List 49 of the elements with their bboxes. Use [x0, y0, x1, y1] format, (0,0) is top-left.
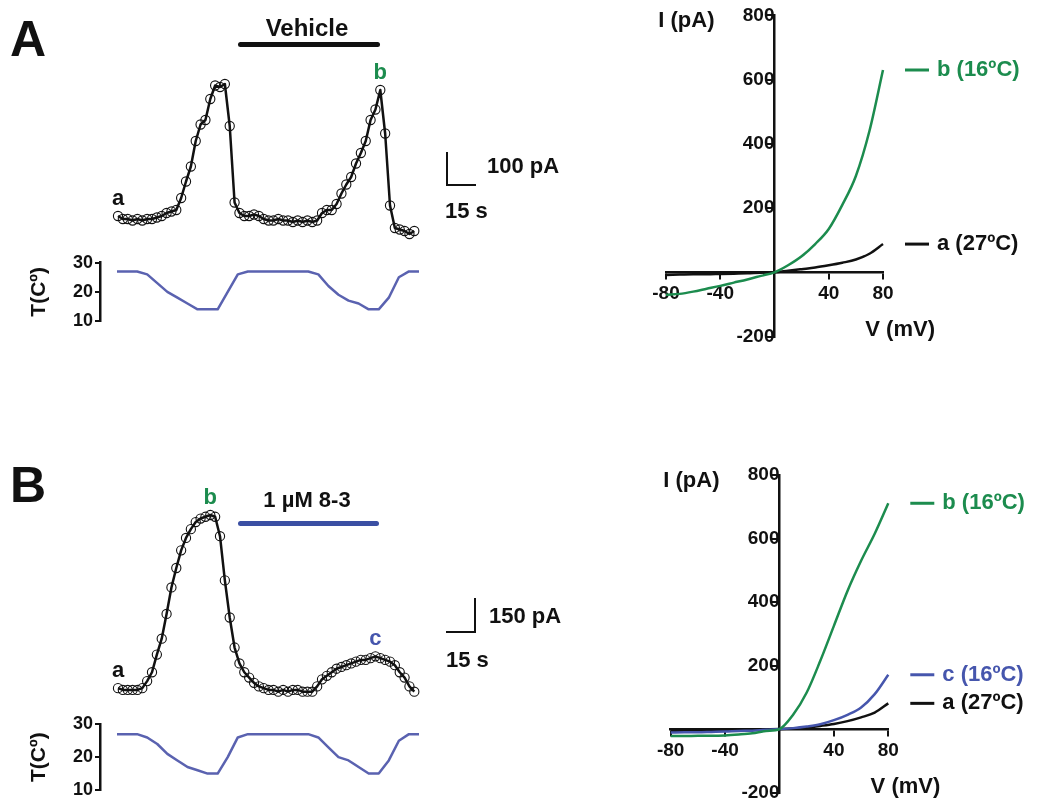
y-axis-title: I (pA) — [663, 467, 720, 492]
x-tick-label: 40 — [818, 281, 840, 303]
x-tick-label: -40 — [711, 738, 739, 760]
y-tick-label: 800 — [742, 3, 775, 25]
y-tick-label: 10 — [72, 309, 93, 330]
x-axis-title: V (mV) — [865, 316, 935, 342]
y-tick-label: -200 — [736, 324, 775, 346]
y-tick-label: 600 — [747, 526, 780, 548]
y-tick-label: 400 — [747, 590, 780, 612]
text: Vehicle — [265, 14, 349, 41]
annotation: a — [111, 185, 125, 210]
x-tick-label: 80 — [877, 738, 899, 760]
text: 100 pA — [487, 153, 560, 178]
text: 1 µM 8-3 — [263, 487, 351, 512]
y-axis-title: T(Cº) — [26, 732, 50, 782]
y-tick-label: 20 — [72, 746, 93, 767]
y-tick-label: 200 — [747, 653, 780, 675]
y-tick-label: 200 — [742, 196, 775, 218]
text: 15 s — [445, 198, 488, 223]
y-tick-label: 20 — [72, 280, 93, 301]
line-series — [669, 673, 890, 734]
annotation: a — [111, 657, 125, 683]
y-tick-label: 600 — [742, 67, 775, 89]
x-axis-title: V (mV) — [870, 773, 941, 799]
y-axis-title: T(Cº) — [26, 267, 50, 317]
legend-label: b (16ºC) — [937, 56, 1020, 82]
y-tick-label: -200 — [741, 780, 780, 802]
y-tick-label: 30 — [72, 713, 93, 734]
y-tick-label: 30 — [72, 251, 93, 272]
annotation: b — [373, 59, 388, 84]
y-tick-label: 10 — [72, 778, 93, 799]
annotation: b — [203, 484, 218, 509]
chart-title: A — [10, 11, 47, 67]
legend-label: a (27ºC) — [937, 230, 1019, 256]
x-tick-label: 80 — [872, 281, 894, 303]
line-series — [669, 502, 890, 738]
annotation: c — [369, 625, 382, 651]
chart-title: B — [10, 457, 47, 513]
text: 15 s — [446, 647, 489, 672]
legend-label: c (16ºC) — [942, 660, 1024, 686]
legend-label: a (27ºC) — [942, 689, 1024, 715]
legend-label: b (16ºC) — [942, 489, 1025, 515]
x-tick-label: -40 — [706, 281, 734, 303]
y-tick-label: 800 — [747, 463, 780, 485]
x-tick-label: 40 — [823, 738, 845, 760]
text: 150 pA — [489, 603, 562, 628]
y-axis-title: I (pA) — [658, 7, 715, 33]
x-tick-label: -80 — [656, 738, 685, 760]
y-tick-label: 400 — [742, 132, 775, 154]
